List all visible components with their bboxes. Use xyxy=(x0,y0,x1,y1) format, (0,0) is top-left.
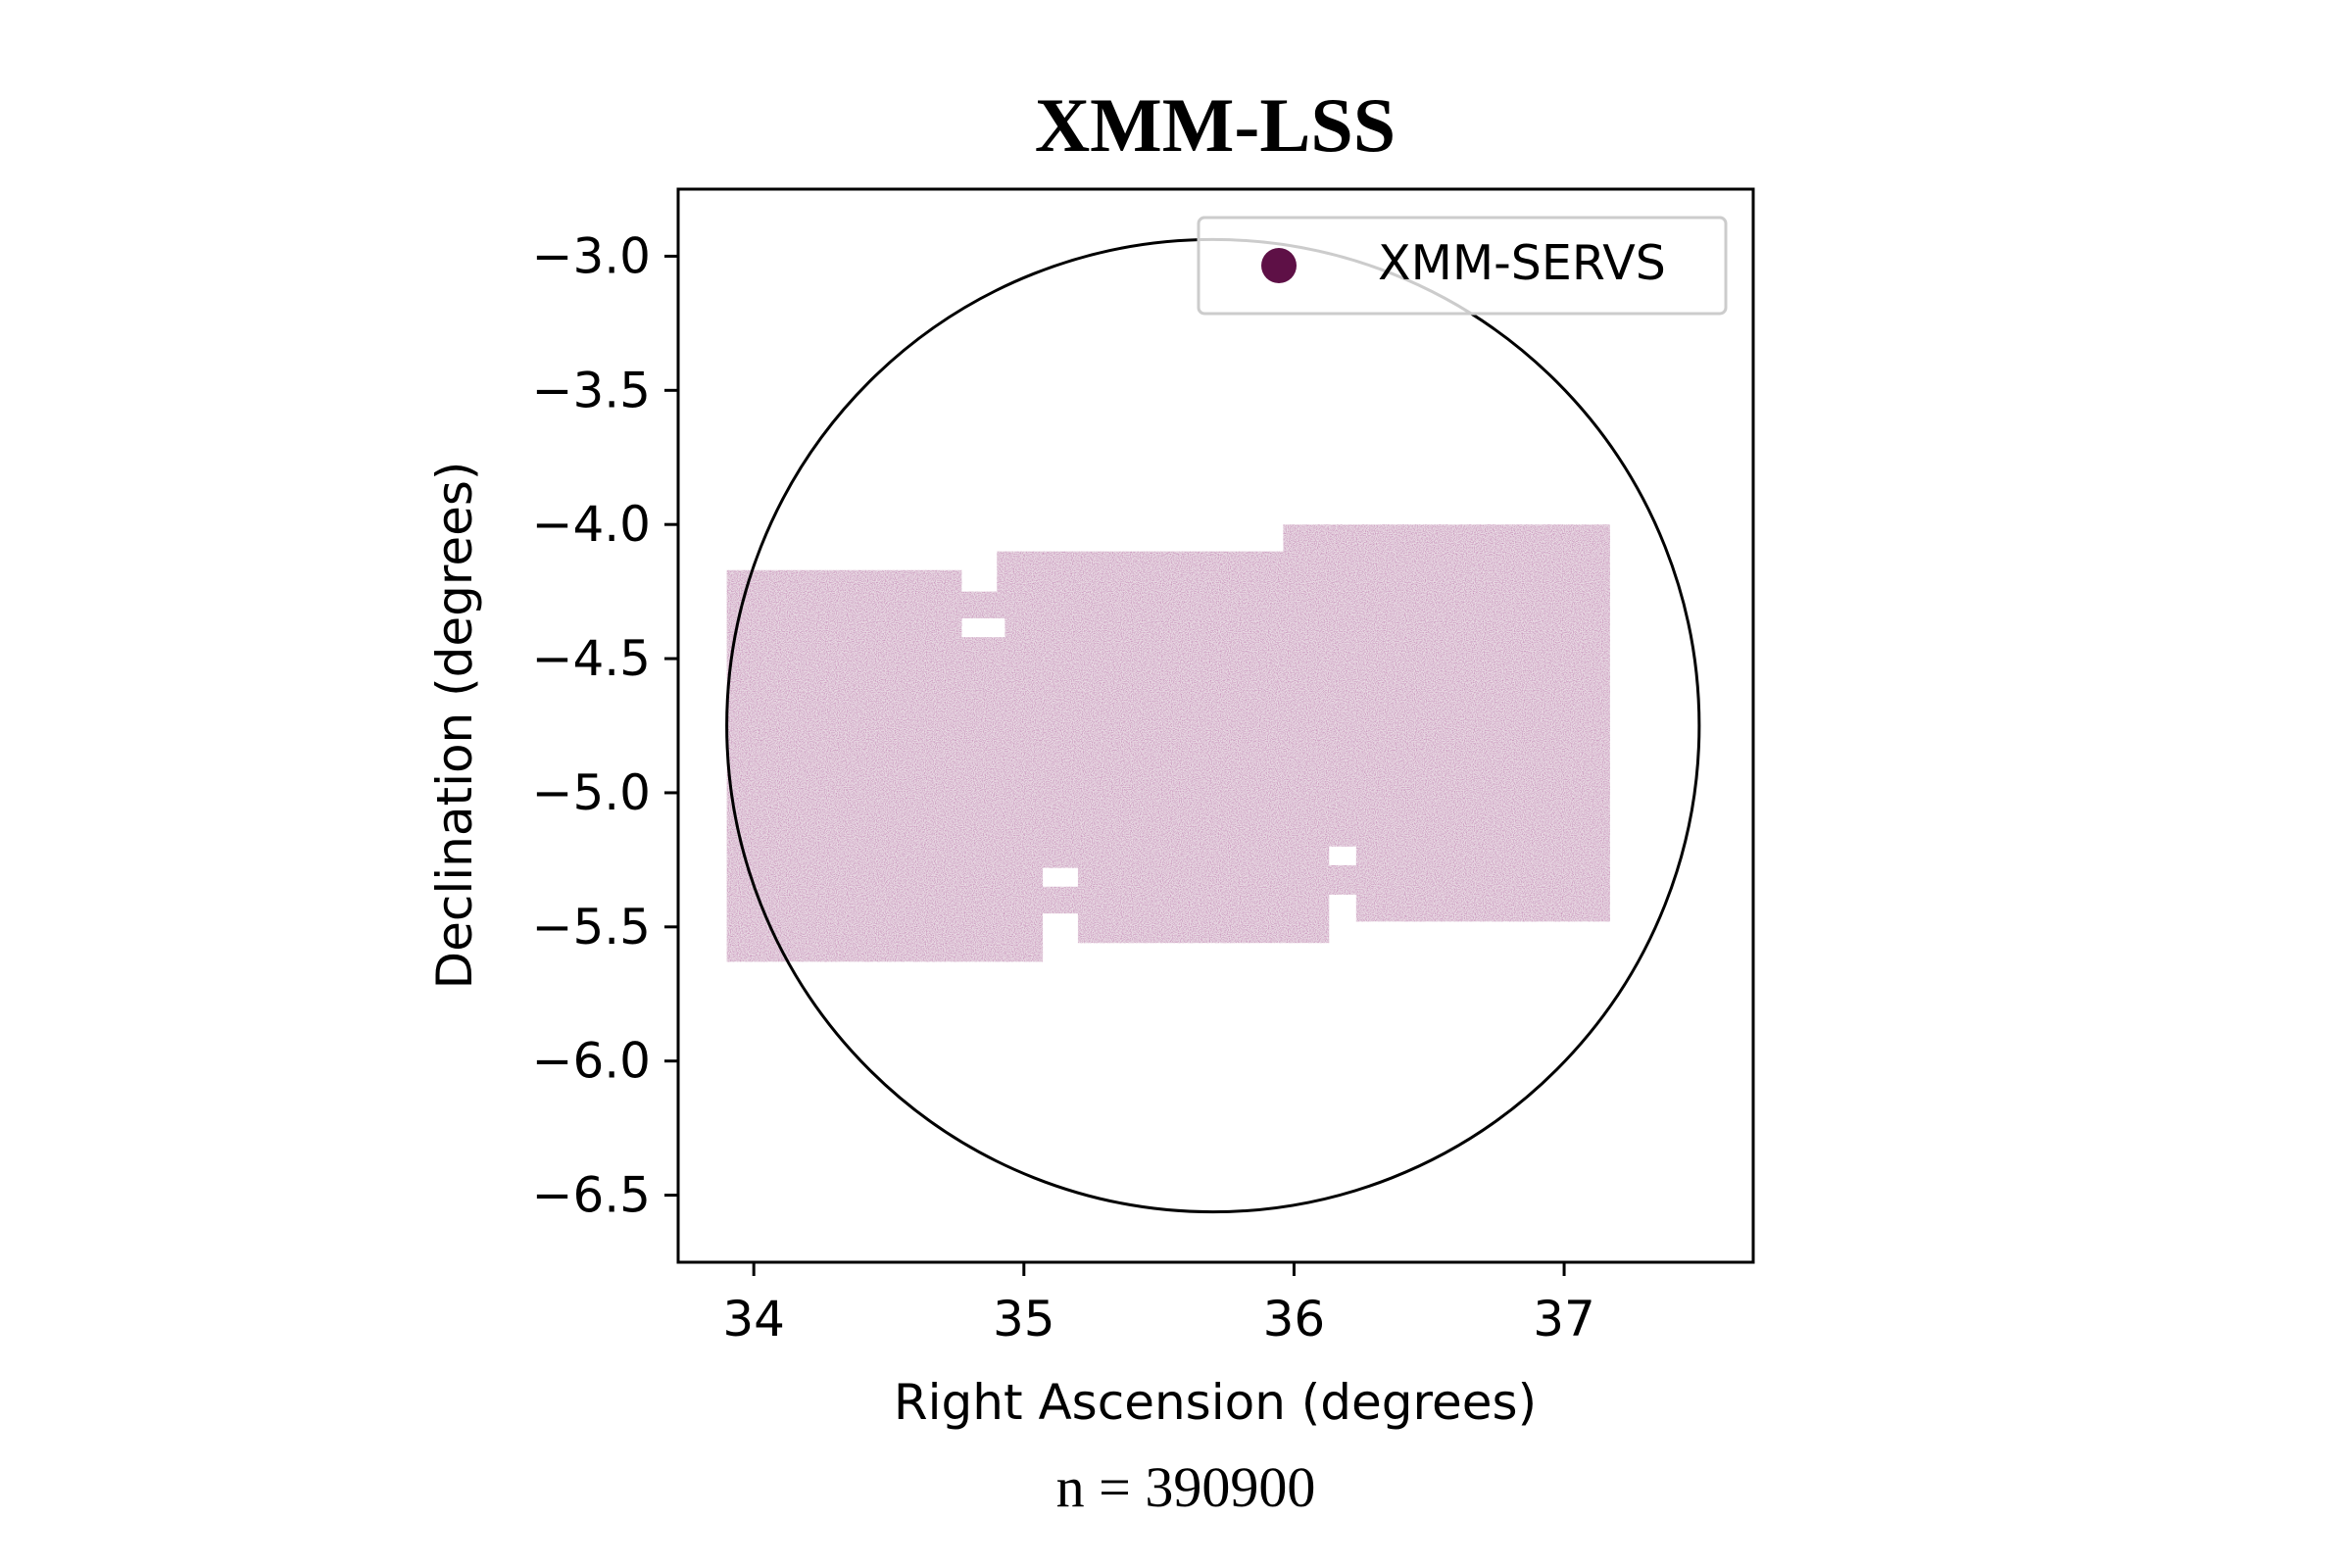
footprint-points xyxy=(726,524,1610,962)
y-tick-label: −6.5 xyxy=(532,1167,651,1224)
footprint-gap xyxy=(961,618,1005,638)
x-axis-ticks: 34 35 36 37 xyxy=(722,1262,1595,1348)
legend-marker xyxy=(1261,248,1297,283)
y-tick-label: −6.0 xyxy=(532,1033,651,1090)
footprint-layer xyxy=(726,524,1610,962)
footprint-gap xyxy=(1329,846,1356,865)
x-tick-label: 37 xyxy=(1533,1291,1595,1348)
legend-box xyxy=(1197,216,1728,316)
y-tick-label: −4.5 xyxy=(532,630,651,687)
y-axis-ticks: −3.0 −3.5 −4.0 −4.5 −5.0 −5.5 −6.0 −6.5 xyxy=(532,227,678,1224)
y-tick-label: −4.0 xyxy=(532,496,651,553)
x-tick-label: 34 xyxy=(722,1291,785,1348)
legend: XMM-SERVS xyxy=(1197,216,1728,316)
y-tick-label: −3.0 xyxy=(532,227,651,284)
x-tick-label: 36 xyxy=(1263,1291,1326,1348)
x-tick-label: 35 xyxy=(993,1291,1055,1348)
footprint-gap xyxy=(1043,867,1078,887)
chart-title: XMM-LSS xyxy=(1035,82,1396,168)
y-axis-label: Declination (degrees) xyxy=(426,462,483,990)
plot-area xyxy=(725,237,1701,1214)
y-tick-label: −5.5 xyxy=(532,899,651,956)
x-axis-label: Right Ascension (degrees) xyxy=(894,1374,1537,1431)
y-tick-label: −3.5 xyxy=(532,362,651,418)
y-tick-label: −5.0 xyxy=(532,764,651,821)
plot-frame xyxy=(676,187,1755,1264)
sample-count-note: n = 390900 xyxy=(1056,1455,1316,1519)
legend-label: XMM-SERVS xyxy=(1378,235,1666,291)
